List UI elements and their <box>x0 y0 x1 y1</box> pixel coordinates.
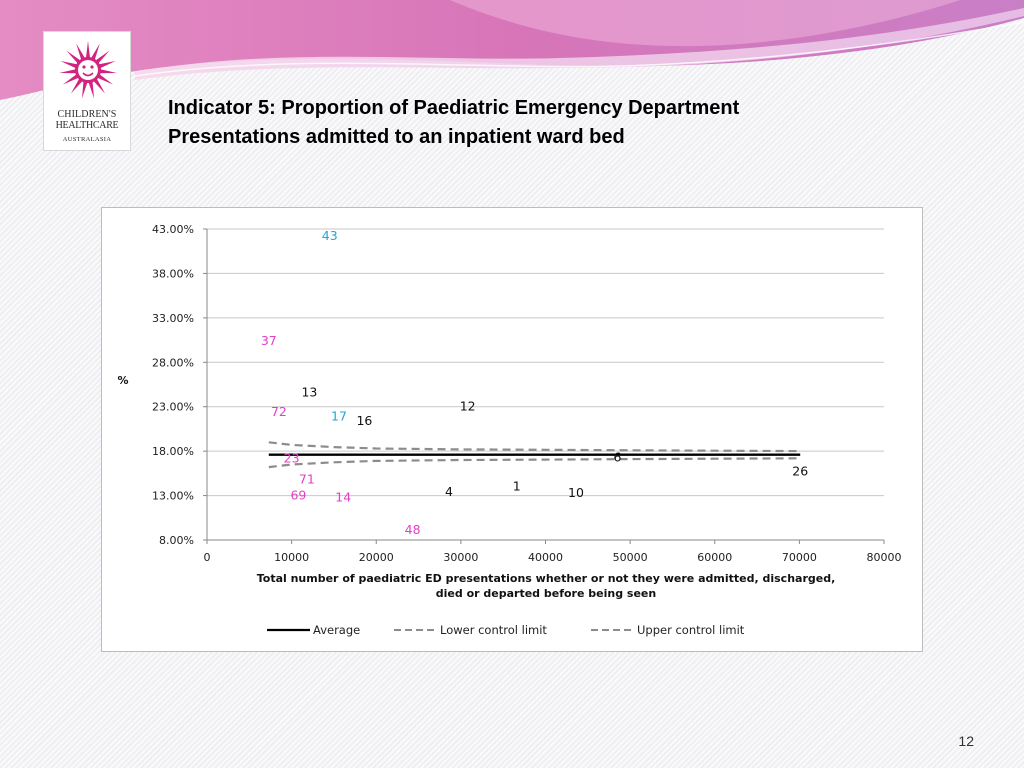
data-point-label: 23 <box>284 450 300 465</box>
x-tick-label: 50000 <box>613 551 648 564</box>
slide-title-line1: Indicator 5: Proportion of Paediatric Em… <box>168 97 740 119</box>
sun-flower-logo-icon <box>59 41 117 99</box>
data-point-label: 4 <box>445 484 453 499</box>
logo-text-line1: CHILDREN'S <box>57 109 117 120</box>
data-point-label: 14 <box>335 489 351 504</box>
x-axis-title-line1: Total number of paediatric ED presentati… <box>257 572 836 585</box>
y-axis-title: % <box>117 374 128 387</box>
x-tick-label: 30000 <box>443 551 478 564</box>
data-point-label: 71 <box>299 472 315 487</box>
x-tick-label: 0 <box>204 551 211 564</box>
data-point-label: 17 <box>331 408 347 423</box>
axes: 8.00% 13.00% 18.00% 23.00% 28.00% 33.00% 38.00… <box>152 223 901 564</box>
x-tick-label: 20000 <box>359 551 394 564</box>
data-point-label: 16 <box>356 413 372 428</box>
slide-title-line2: Presentations admitted to an inpatient w… <box>168 126 625 148</box>
x-tick-label: 60000 <box>697 551 732 564</box>
series-line-lower-control-limit <box>268 457 801 469</box>
data-point-label: 10 <box>568 485 584 500</box>
data-point-label: 6 <box>613 449 621 464</box>
data-point-label: 69 <box>290 488 306 503</box>
data-point-label: 12 <box>460 399 476 414</box>
y-tick-label: 13.00% <box>152 490 194 503</box>
data-point-label: 13 <box>301 384 317 399</box>
data-point-label: 37 <box>261 333 277 348</box>
y-tick-label: 23.00% <box>152 401 194 414</box>
chart-container: 8.00% 13.00% 18.00% 23.00% 28.00% 33.00% 38.00… <box>101 207 923 652</box>
data-point-label: 43 <box>322 228 338 243</box>
data-point-label: 26 <box>792 464 808 479</box>
y-tick-label: 33.00% <box>152 312 194 325</box>
slide-title: Indicator 5: Proportion of Paediatric Em… <box>168 94 968 152</box>
header-wave-decoration <box>0 0 1024 100</box>
data-point-label: 72 <box>271 404 287 419</box>
data-point-label: 48 <box>405 522 421 537</box>
x-tick-label: 40000 <box>528 551 563 564</box>
y-tick-label: 28.00% <box>152 356 194 369</box>
x-tick-label: 70000 <box>782 551 817 564</box>
legend-label-lower: Lower control limit <box>440 623 547 637</box>
logo: CHILDREN'S HEALTHCARE AUSTRALASIA <box>43 31 131 151</box>
page-number: 12 <box>958 733 974 749</box>
logo-text-line3: AUSTRALASIA <box>62 136 112 143</box>
legend-label-upper: Upper control limit <box>637 623 745 637</box>
data-point-label: 1 <box>513 479 521 494</box>
y-tick-label: 18.00% <box>152 445 194 458</box>
logo-text-line2: HEALTHCARE <box>55 120 119 131</box>
series-line-upper-control-limit <box>268 441 801 453</box>
scatter-chart: 8.00% 13.00% 18.00% 23.00% 28.00% 33.00% 38.00… <box>117 223 901 637</box>
x-tick-label: 80000 <box>867 551 902 564</box>
y-tick-label: 43.00% <box>152 223 194 236</box>
x-axis-title-line2: died or departed before being seen <box>436 587 656 600</box>
legend-label-average: Average <box>313 623 360 637</box>
y-tick-label: 38.00% <box>152 267 194 280</box>
y-tick-label: 8.00% <box>159 534 194 547</box>
control-lines <box>268 441 801 469</box>
x-tick-label: 10000 <box>274 551 309 564</box>
legend: Average Lower control limit Upper contro… <box>267 623 745 637</box>
